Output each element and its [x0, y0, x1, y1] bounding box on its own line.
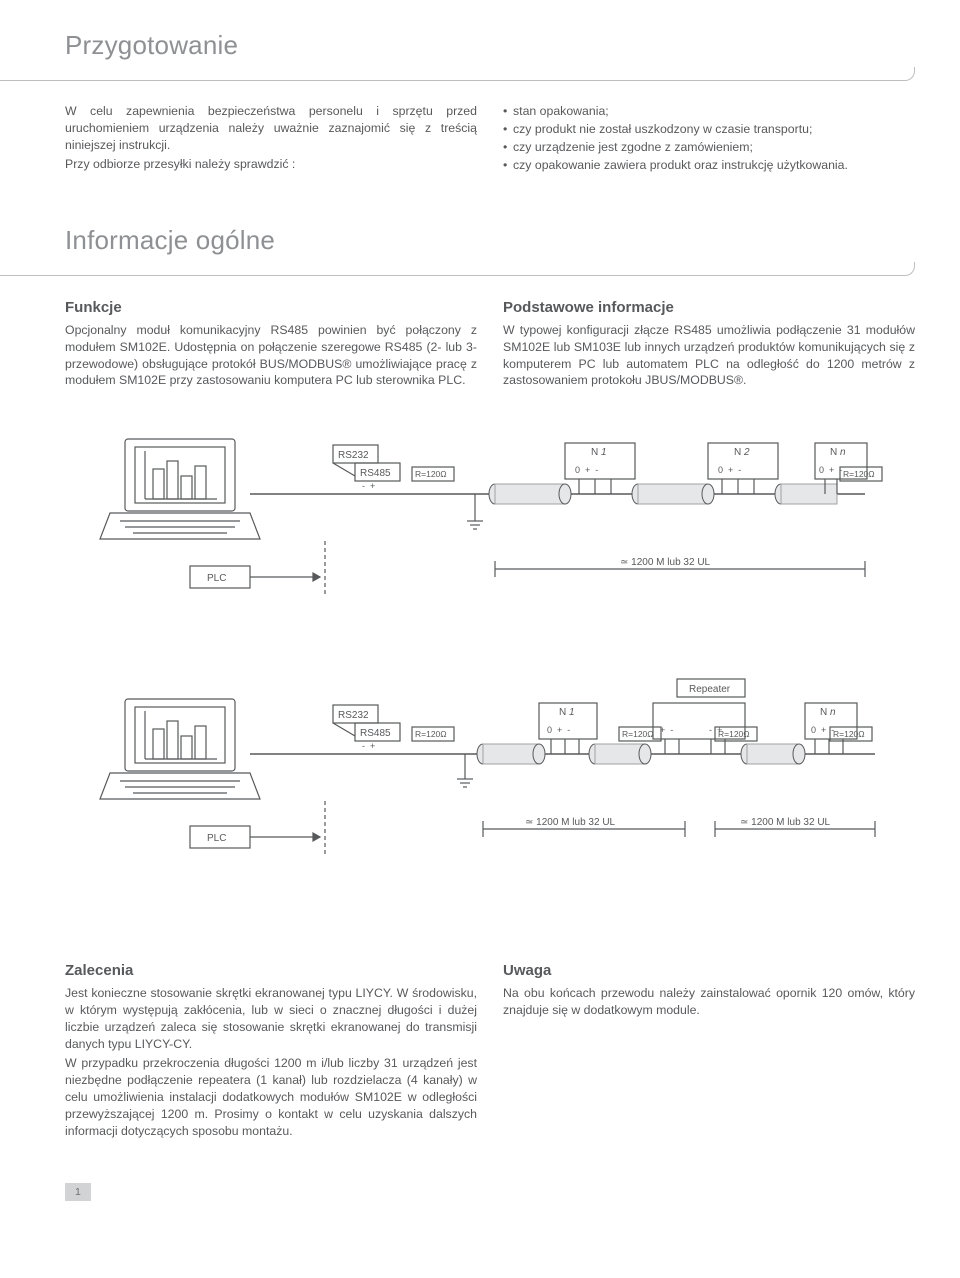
col-left: W celu zapewnienia bezpieczeństwa person…	[65, 103, 477, 175]
svg-text:0 + -: 0 + -	[811, 725, 834, 735]
label-r120: R=120Ω	[843, 469, 875, 479]
page-number-wrap: 1	[65, 1182, 915, 1201]
body-text: Jest konieczne stosowanie skrętki ekrano…	[65, 985, 477, 1053]
col-right: Uwaga Na obu końcach przewodu należy zai…	[503, 961, 915, 1141]
two-column-block: Funkcje Opcjonalny moduł komunikacyjny R…	[65, 298, 915, 392]
sub-heading: Uwaga	[503, 961, 915, 982]
svg-text:- +: - +	[362, 481, 375, 491]
page-number: 1	[65, 1183, 91, 1201]
col-left: Zalecenia Jest konieczne stosowanie skrę…	[65, 961, 477, 1141]
label-nn: N n	[830, 447, 846, 458]
label-rs232: RS232	[338, 450, 369, 461]
svg-text:0 + -: 0 + -	[819, 465, 842, 475]
label-n1: N 1	[559, 707, 575, 718]
label-r120: R=120Ω	[833, 729, 865, 739]
body-text: W przypadku przekroczenia długości 1200 …	[65, 1055, 477, 1140]
label-rs232: RS232	[338, 710, 369, 721]
body-text: Opcjonalny moduł komunikacyjny RS485 pow…	[65, 322, 477, 390]
label-n1: N 1	[591, 447, 607, 458]
sub-heading: Zalecenia	[65, 961, 477, 982]
label-nn: N n	[820, 707, 836, 718]
intro-paragraph-2: Przy odbiorze przesyłki należy sprawdzić…	[65, 156, 477, 173]
svg-text:+ -: + -	[660, 725, 673, 735]
wiring-diagram-2: RS232 RS485 - + R=120Ω N 1 0 + - Repeate…	[95, 671, 885, 861]
svg-text:0 + -: 0 + -	[547, 725, 570, 735]
section-title: Informacje ogólne	[65, 225, 915, 256]
section-zalecenia: Zalecenia Jest konieczne stosowanie skrę…	[65, 961, 915, 1141]
label-plc: PLC	[207, 833, 226, 844]
sub-heading: Podstawowe informacje	[503, 298, 915, 319]
label-n2: N 2	[734, 447, 750, 458]
label-r120: R=120Ω	[415, 729, 447, 739]
svg-text:- +: - +	[362, 741, 375, 751]
label-distance: ≃ 1200 M lub 32 UL	[620, 557, 711, 568]
label-r120: R=120Ω	[622, 729, 654, 739]
body-text: W typowej konfiguracji złącze RS485 umoż…	[503, 322, 915, 390]
col-right: stan opakowania; czy produkt nie został …	[503, 103, 915, 175]
bullet-item: czy opakowanie zawiera produkt oraz inst…	[503, 157, 915, 174]
svg-text:0 + -: 0 + -	[718, 465, 741, 475]
label-rs485: RS485	[360, 728, 391, 739]
col-left: Funkcje Opcjonalny moduł komunikacyjny R…	[65, 298, 477, 392]
intro-paragraph-1: W celu zapewnienia bezpieczeństwa person…	[65, 103, 477, 154]
label-rs485: RS485	[360, 468, 391, 479]
laptop-icon	[100, 699, 260, 799]
sub-heading: Funkcje	[65, 298, 477, 319]
label-r120: R=120Ω	[718, 729, 750, 739]
title-rule	[0, 67, 915, 81]
check-bullets: stan opakowania; czy produkt nie został …	[503, 103, 915, 174]
title-rule	[0, 262, 915, 276]
bullet-item: czy urządzenie jest zgodne z zamówieniem…	[503, 139, 915, 156]
bullet-item: stan opakowania;	[503, 103, 915, 120]
section-title: Przygotowanie	[65, 30, 915, 61]
section-przygotowanie: Przygotowanie W celu zapewnienia bezpiec…	[65, 30, 915, 175]
label-distance: ≃ 1200 M lub 32 UL	[525, 817, 616, 828]
svg-text:0 + -: 0 + -	[575, 465, 598, 475]
two-column-block: W celu zapewnienia bezpieczeństwa person…	[65, 103, 915, 175]
col-right: Podstawowe informacje W typowej konfigur…	[503, 298, 915, 392]
label-distance: ≃ 1200 M lub 32 UL	[740, 817, 831, 828]
laptop-icon	[100, 439, 260, 539]
section-informacje: Informacje ogólne Funkcje Opcjonalny mod…	[65, 225, 915, 862]
body-text: Na obu końcach przewodu należy zainstalo…	[503, 985, 915, 1019]
wiring-diagram-1: RS232 RS485 - + R=120Ω N 1 0 + - N 2 0 +…	[95, 421, 885, 601]
label-r120: R=120Ω	[415, 469, 447, 479]
bullet-item: czy produkt nie został uszkodzony w czas…	[503, 121, 915, 138]
label-plc: PLC	[207, 573, 226, 584]
label-repeater: Repeater	[689, 684, 731, 695]
two-column-block: Zalecenia Jest konieczne stosowanie skrę…	[65, 961, 915, 1141]
